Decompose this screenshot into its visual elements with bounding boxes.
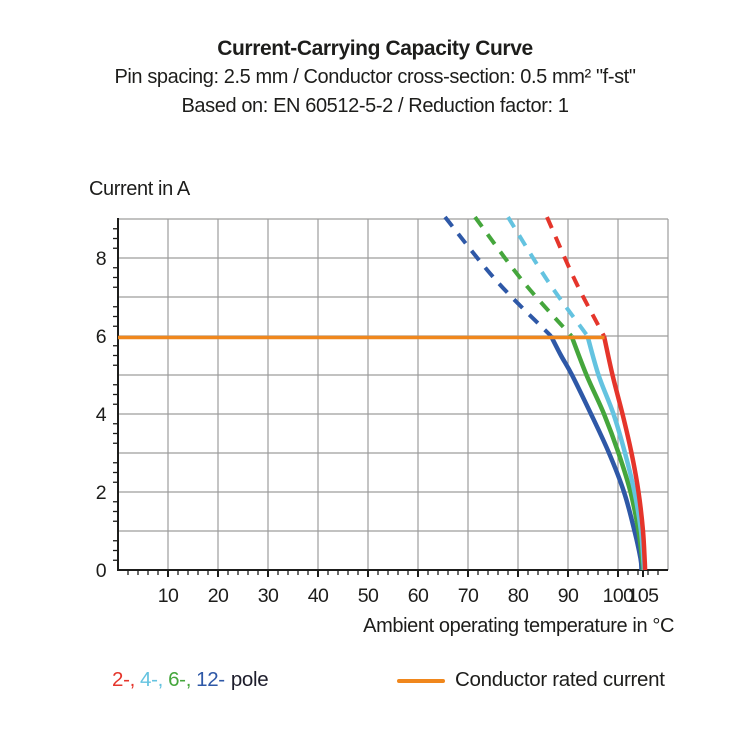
chart-subtitle-spec: Pin spacing: 2.5 mm / Conductor cross-se…	[114, 66, 636, 88]
rated-current-label: Conductor rated current	[455, 668, 665, 691]
legend-item-6: 6-,	[168, 668, 192, 691]
legend-item-4: 4-,	[140, 668, 164, 691]
x-tick-label: 50	[358, 585, 379, 607]
curve-2-pole-dashed	[545, 216, 606, 337]
x-tick-label: 10	[158, 585, 179, 607]
curve-2-pole-solid	[601, 335, 648, 571]
y-tick-label: 6	[96, 326, 106, 348]
legend-item-12: 12-	[196, 668, 225, 691]
grid-lines	[118, 218, 669, 570]
x-tick-label: 100	[603, 585, 634, 607]
x-axis-title: Ambient operating temperature in °C	[363, 615, 674, 637]
y-tick-label: 4	[96, 404, 107, 426]
y-tick-label: 2	[96, 482, 106, 504]
chart-title: Current-Carrying Capacity Curve	[217, 37, 533, 60]
x-tick-label: 70	[458, 585, 479, 607]
x-tick-label: 40	[308, 585, 329, 607]
x-tick-label: 80	[508, 585, 529, 607]
chart-subtitle-basis: Based on: EN 60512-5-2 / Reduction facto…	[181, 95, 569, 117]
y-tick-labels: 0 2 4 6 8	[96, 248, 108, 582]
y-tick-label: 0	[96, 560, 107, 582]
x-tick-label: 30	[258, 585, 279, 607]
legend-item-pole: pole	[230, 668, 269, 691]
axes	[117, 218, 668, 571]
x-tick-label: 90	[558, 585, 579, 607]
y-axis-title: Current in A	[89, 178, 190, 200]
y-tick-label: 8	[96, 248, 106, 270]
curve-12-pole-dashed	[443, 215, 553, 338]
x-tick-label: 20	[208, 585, 229, 607]
axis-ticks	[113, 228, 659, 577]
rated-current-line-swatch	[397, 679, 445, 683]
chart-header: Current-Carrying Capacity Curve Pin spac…	[0, 34, 750, 121]
pole-count-legend: 2-, 4-, 6-, 12- pole	[112, 668, 269, 692]
curve-4-pole-dashed	[506, 215, 590, 338]
rated-current-legend: Conductor rated current	[397, 668, 665, 692]
x-tick-label: 105	[628, 585, 659, 607]
legend-item-2: 2-,	[112, 668, 136, 691]
curve-6-pole-dashed	[473, 215, 573, 338]
x-tick-label: 60	[408, 585, 429, 607]
